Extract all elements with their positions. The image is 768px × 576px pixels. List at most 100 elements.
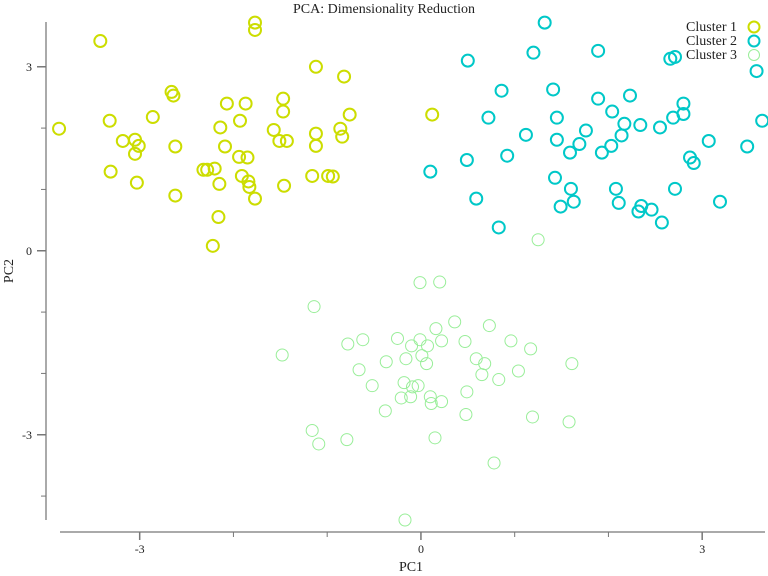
- data-point: [487, 456, 501, 470]
- data-point: [644, 202, 659, 217]
- data-point: [546, 82, 561, 97]
- data-point: [423, 390, 437, 404]
- data-point: [308, 126, 323, 141]
- data-point: [391, 331, 404, 345]
- data-point: [701, 133, 716, 148]
- data-point: [423, 164, 438, 179]
- series-1: [52, 15, 440, 253]
- data-point: [469, 191, 484, 206]
- data-point: [460, 53, 475, 68]
- data-point: [406, 380, 419, 394]
- data-point: [566, 194, 581, 209]
- data-point: [129, 175, 144, 190]
- data-point: [397, 376, 411, 390]
- data-point: [459, 152, 474, 167]
- series-3: [275, 233, 579, 527]
- data-point: [563, 181, 578, 196]
- data-point: [563, 145, 577, 160]
- data-point: [102, 113, 117, 128]
- data-point: [233, 113, 247, 128]
- data-point: [413, 333, 427, 347]
- legend-marker: [747, 20, 761, 34]
- data-point: [604, 138, 619, 153]
- data-point: [379, 355, 393, 369]
- data-point: [668, 181, 682, 196]
- legend-label: Cluster 1: [686, 20, 737, 35]
- data-point: [420, 357, 434, 371]
- data-point: [218, 139, 232, 154]
- data-point: [482, 319, 496, 333]
- data-point: [405, 339, 419, 353]
- data-point: [272, 133, 287, 148]
- data-point: [200, 162, 215, 177]
- axis-ticks: -3 0 3 -3 0 3: [22, 60, 705, 556]
- data-point: [337, 69, 352, 84]
- data-point: [307, 300, 321, 314]
- data-point: [248, 22, 262, 37]
- data-point: [205, 238, 220, 253]
- data-point: [526, 45, 541, 60]
- data-point: [399, 352, 413, 366]
- data-point: [241, 174, 256, 189]
- data-point: [168, 188, 183, 203]
- data-point: [633, 118, 648, 133]
- data-point: [398, 513, 412, 527]
- data-point: [242, 179, 257, 194]
- data-point: [429, 322, 443, 336]
- data-point: [275, 348, 289, 362]
- data-point: [572, 137, 587, 152]
- data-point: [469, 352, 483, 366]
- data-point: [312, 437, 326, 451]
- data-point: [52, 121, 67, 136]
- data-point: [279, 133, 294, 148]
- data-point: [308, 59, 323, 74]
- y-tick-label: 0: [26, 244, 32, 258]
- legend-marker: [748, 49, 760, 61]
- data-point: [435, 334, 449, 348]
- y-tick-label: -3: [22, 428, 32, 442]
- data-point: [394, 391, 408, 405]
- data-point: [491, 220, 506, 235]
- data-points: [52, 15, 768, 527]
- data-point: [404, 390, 418, 404]
- data-point: [340, 433, 354, 447]
- data-point: [93, 34, 108, 49]
- data-point: [755, 113, 768, 128]
- y-axis-label: PC2: [2, 259, 17, 283]
- data-point: [411, 379, 425, 393]
- y-tick-label: 3: [26, 60, 32, 74]
- data-point: [248, 191, 262, 206]
- data-point: [459, 408, 473, 422]
- data-point: [435, 395, 449, 409]
- data-point: [611, 195, 626, 210]
- x-axis-label: PC1: [399, 560, 423, 575]
- data-point: [276, 104, 291, 119]
- data-point: [448, 315, 462, 329]
- data-point: [352, 363, 366, 377]
- data-point: [524, 342, 538, 356]
- data-point: [511, 364, 525, 378]
- data-point: [213, 120, 228, 135]
- data-point: [238, 96, 253, 111]
- x-tick-label: -3: [135, 542, 145, 556]
- data-point: [458, 335, 472, 349]
- data-point: [504, 334, 518, 348]
- data-point: [413, 276, 427, 290]
- data-point: [277, 178, 292, 193]
- data-point: [617, 116, 632, 131]
- data-point: [219, 96, 234, 111]
- data-point: [425, 107, 440, 122]
- data-point: [308, 138, 323, 153]
- data-point: [356, 333, 370, 347]
- data-point: [608, 181, 623, 196]
- data-point: [492, 373, 506, 387]
- data-point: [518, 127, 533, 142]
- data-point: [549, 132, 564, 147]
- data-point: [341, 337, 355, 351]
- data-point: [526, 410, 539, 424]
- legend-label: Cluster 3: [686, 48, 737, 63]
- data-point: [686, 156, 701, 171]
- data-point: [321, 168, 336, 183]
